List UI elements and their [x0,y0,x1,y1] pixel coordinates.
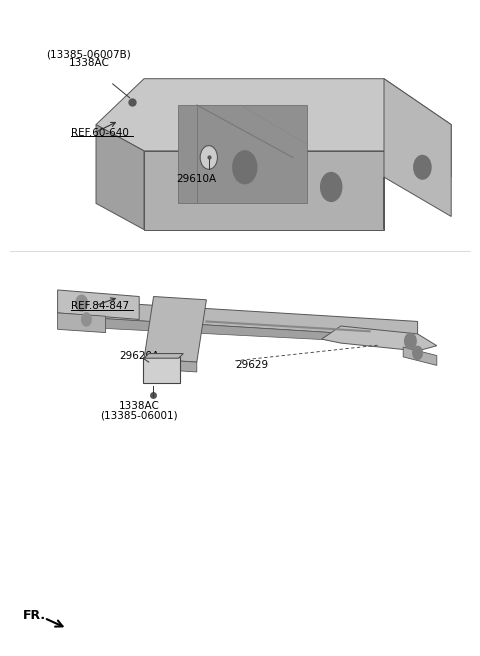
Polygon shape [403,347,437,365]
Polygon shape [144,297,206,362]
Text: 29610A: 29610A [177,174,217,184]
Circle shape [233,151,257,184]
Polygon shape [144,354,183,358]
Polygon shape [384,79,451,230]
Text: FR.: FR. [23,609,46,622]
Circle shape [200,146,217,169]
Polygon shape [178,105,307,203]
Text: REF.60-640: REF.60-640 [71,127,129,138]
Polygon shape [96,79,451,177]
Polygon shape [58,290,139,319]
Polygon shape [96,318,418,344]
Text: 1338AC: 1338AC [119,401,160,411]
Polygon shape [322,326,437,351]
Polygon shape [144,151,384,230]
Polygon shape [96,125,144,230]
FancyBboxPatch shape [143,357,180,383]
Circle shape [321,173,342,201]
Text: REF.84-847: REF.84-847 [71,300,129,311]
Circle shape [405,333,416,349]
Circle shape [82,313,91,326]
Polygon shape [144,359,197,372]
Text: 29620A: 29620A [119,350,159,361]
Circle shape [414,155,431,179]
Text: 1338AC: 1338AC [68,58,109,68]
Text: (13385-06001): (13385-06001) [100,411,178,420]
Circle shape [413,346,422,359]
Polygon shape [58,313,106,333]
Text: (13385-06007B): (13385-06007B) [47,49,131,59]
Circle shape [76,295,87,311]
Text: 29629: 29629 [235,359,268,370]
Polygon shape [96,302,418,338]
